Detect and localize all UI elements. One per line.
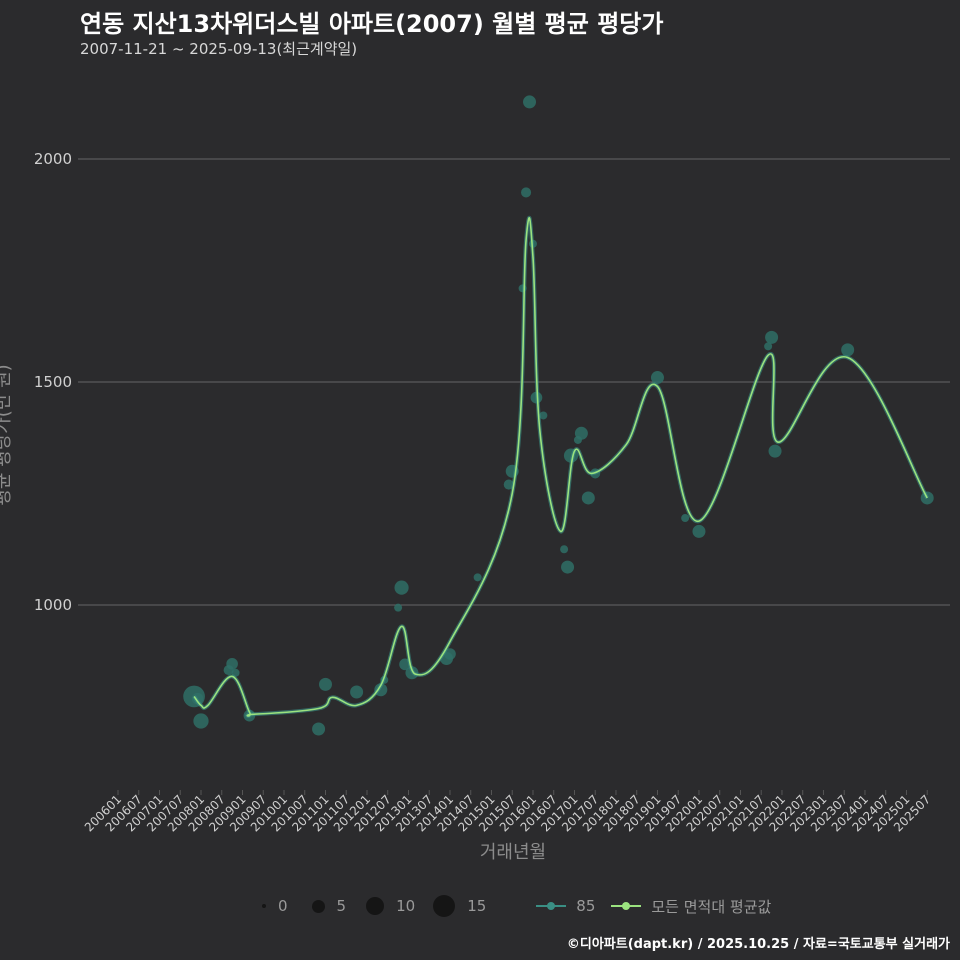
data-point-35 xyxy=(681,514,690,523)
series-85-line xyxy=(192,215,929,718)
legend-series-avg-icon xyxy=(611,900,642,912)
legend-series-85-label: 85 xyxy=(576,897,596,915)
data-point-22 xyxy=(521,187,532,198)
legend-size-5-icon xyxy=(311,899,325,913)
data-point-28 xyxy=(561,560,575,574)
data-point-9 xyxy=(350,685,364,699)
data-point-38 xyxy=(765,330,779,344)
legend-size-15: 15 xyxy=(433,895,486,917)
scatter-points xyxy=(183,95,934,736)
y-tick-1000: 1000 xyxy=(34,596,72,614)
legend-size-10-label: 10 xyxy=(396,897,416,915)
legend-size-5-label: 5 xyxy=(336,897,347,915)
data-point-7 xyxy=(312,722,326,736)
x-axis-label: 거래년월 xyxy=(479,842,547,863)
data-point-17 xyxy=(444,648,456,660)
data-point-40 xyxy=(841,343,855,357)
legend-size-5: 5 xyxy=(311,897,347,915)
legend-series-avg: 모든 면적대 평균값 xyxy=(611,896,771,917)
data-point-36 xyxy=(692,524,706,538)
y-tick-2000: 2000 xyxy=(34,150,72,168)
data-point-37 xyxy=(764,342,773,351)
data-credit: ©디아파트(dapt.kr) / 2025.10.25 / 자료=국토교통부 실… xyxy=(566,937,950,952)
y-axis-label: 평균 평당가(만 원) xyxy=(0,364,14,506)
data-point-31 xyxy=(574,426,588,440)
legend-size-0-icon xyxy=(262,904,266,908)
data-point-12 xyxy=(394,603,403,612)
legend-size-15-label: 15 xyxy=(467,897,487,915)
grid-lines xyxy=(78,158,950,606)
data-point-8 xyxy=(318,677,332,691)
legend: 0 5 10 15 85 모든 면적대 평균값 xyxy=(262,892,785,920)
data-point-23 xyxy=(523,95,537,109)
chart-subtitle: 2007-11-21 ~ 2025-09-13(최근계약일) xyxy=(80,40,358,58)
legend-series-85-icon xyxy=(536,900,567,912)
data-point-4 xyxy=(226,658,238,670)
data-point-2 xyxy=(193,713,209,729)
legend-size-0: 0 xyxy=(262,897,288,915)
data-point-18 xyxy=(473,573,482,582)
data-point-39 xyxy=(768,444,782,458)
chart-title: 연동 지산13차위더스빌 아파트(2007) 월별 평균 평당가 xyxy=(80,10,664,38)
data-point-34 xyxy=(650,371,664,385)
legend-size-10: 10 xyxy=(366,897,415,915)
data-point-32 xyxy=(581,491,595,505)
legend-size-0-label: 0 xyxy=(278,897,288,915)
legend-series-avg-label: 모든 면적대 평균값 xyxy=(651,897,772,916)
average-line xyxy=(192,215,929,718)
data-point-26 xyxy=(539,411,548,420)
legend-series-85: 85 xyxy=(536,897,595,915)
y-tick-1500: 1500 xyxy=(34,373,72,391)
average-line-path xyxy=(193,216,928,717)
x-tick-labels: 2006012006072007012007072008012008072009… xyxy=(82,790,933,835)
data-point-19 xyxy=(503,479,514,490)
legend-size-10-icon xyxy=(366,897,385,915)
data-point-27 xyxy=(560,545,569,554)
legend-size-15-icon xyxy=(433,895,456,917)
data-point-13 xyxy=(394,580,409,595)
y-tick-labels: 1000 1500 2000 xyxy=(34,150,72,614)
